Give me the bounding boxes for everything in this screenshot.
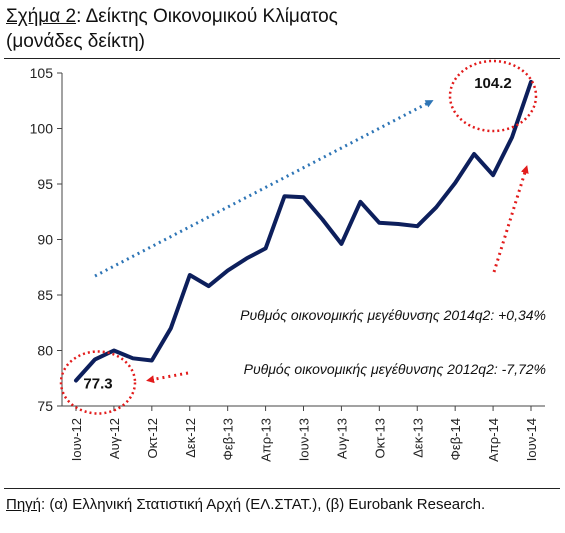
source-label: Πηγή	[6, 496, 42, 513]
red-arrow-left	[146, 371, 189, 384]
first-point-circle	[59, 350, 137, 415]
x-tick-label: Απρ-13	[259, 418, 274, 462]
x-tick-label: Απρ-14	[486, 418, 501, 462]
top-divider	[4, 58, 560, 59]
growth-note-2014q2: Ρυθμός οικονομικής μεγέθυνσης 2014q2: +0…	[240, 307, 546, 323]
growth-note-2012q2: Ρυθμός οικονομικής μεγέθυνσης 2012q2: -7…	[244, 361, 546, 377]
x-tick-label: Ιουν-12	[69, 418, 84, 461]
y-tick-label: 105	[30, 65, 54, 81]
title-figure-number: Σχήμα 2	[6, 6, 77, 27]
x-tick-label: Φεβ-13	[221, 418, 236, 460]
y-tick-label: 75	[37, 398, 53, 414]
x-tick-label: Δεκ-13	[410, 418, 425, 458]
source-text: : (α) Ελληνική Στατιστική Αρχή (ΕΛ.ΣΤΑΤ.…	[41, 496, 486, 513]
annotations: 77.3 104.2 Ρυθμός οικονομικής μεγέθυνσης 2…	[59, 59, 546, 415]
x-tick-label: Αυγ-13	[334, 418, 349, 459]
last-point-label: 104.2	[474, 75, 512, 92]
y-axis: 75 80 85 90 95 100 105	[30, 65, 63, 414]
source-note: Πηγή: (α) Ελληνική Στατιστική Αρχή (ΕΛ.Σ…	[6, 496, 485, 513]
chart-title: Σχήμα 2: Δείκτης Οικονομικού Κλίματος (μ…	[6, 4, 338, 54]
x-tick-label: Αυγ-12	[107, 418, 122, 459]
first-point-label: 77.3	[83, 375, 112, 392]
title-text: : Δείκτης Οικονομικού Κλίματος	[76, 6, 338, 27]
y-tick-label: 85	[37, 287, 53, 303]
x-tick-label: Δεκ-12	[183, 418, 198, 458]
x-axis: Ιουν-12 Αυγ-12 Οκτ-12 Δεκ-12 Φεβ-13 Απρ-13 Ιου…	[62, 405, 545, 462]
y-tick-label: 95	[37, 176, 53, 192]
red-arrow-up	[492, 165, 529, 273]
title-units: (μονάδες δείκτη)	[6, 31, 145, 52]
series-line	[74, 79, 533, 383]
x-tick-label: Ιουν-13	[297, 418, 312, 461]
y-tick-label: 100	[30, 121, 54, 137]
x-tick-label: Φεβ-14	[448, 418, 463, 460]
last-point-circle	[448, 59, 538, 133]
x-tick-label: Ιουν-14	[524, 418, 539, 461]
x-tick-label: Οκτ-12	[145, 418, 160, 459]
bottom-divider	[4, 488, 560, 489]
y-tick-label: 90	[37, 232, 53, 248]
y-tick-label: 80	[37, 343, 53, 359]
x-tick-label: Οκτ-13	[372, 418, 387, 459]
series	[74, 79, 533, 383]
